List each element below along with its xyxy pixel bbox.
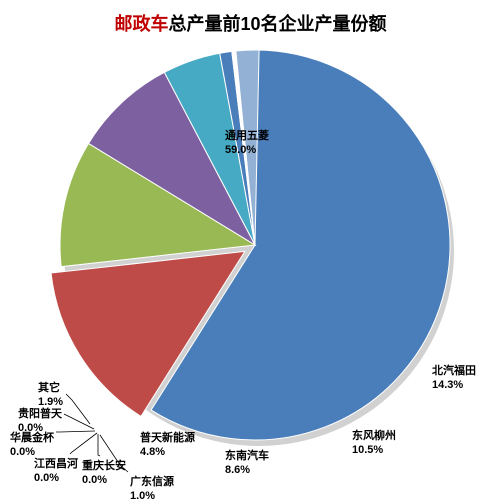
slice-label-name: 广东信源 <box>130 476 174 490</box>
slice-label-name: 通用五菱 <box>225 130 269 144</box>
slice-label-name: 重庆长安 <box>82 460 126 474</box>
slice-label-value: 0.0% <box>18 422 62 436</box>
slice-label-name: 东风柳州 <box>352 430 396 444</box>
slice-label-value: 0.0% <box>34 472 78 486</box>
slice-label-value: 10.5% <box>352 444 396 458</box>
slice-label-name: 贵阳普天 <box>18 408 62 422</box>
chart-container: 邮政车总产量前10名企业产量份额 通用五菱59.0%北汽福田14.3%东风柳州1… <box>0 0 501 503</box>
slice-label: 东风柳州10.5% <box>352 430 396 458</box>
slice-label-name: 东南汽车 <box>225 450 269 464</box>
leader-line <box>64 414 94 429</box>
slice-label-name: 北汽福田 <box>432 365 476 379</box>
slice-label: 其它1.9% <box>38 382 63 410</box>
slice-label-value: 0.0% <box>10 446 54 460</box>
slice-label: 华晨金杯0.0% <box>10 432 54 460</box>
leader-line <box>70 433 97 454</box>
slice-label-value: 59.0% <box>225 144 269 158</box>
leader-line <box>66 394 90 424</box>
slice-label: 广东信源1.0% <box>130 476 174 503</box>
slice-label-value: 0.0% <box>82 474 126 488</box>
slice-label: 普天新能源4.8% <box>140 432 195 460</box>
slice-label-name: 普天新能源 <box>140 432 195 446</box>
leader-line <box>98 434 100 456</box>
slice-label: 贵阳普天0.0% <box>18 408 62 436</box>
slice-label: 通用五菱59.0% <box>225 130 269 158</box>
slice-label: 东南汽车8.6% <box>225 450 269 478</box>
slice-label-value: 1.0% <box>130 490 174 503</box>
slice-label-value: 1.9% <box>38 396 63 410</box>
slice-label: 江西昌河0.0% <box>34 458 78 486</box>
slice-label-name: 江西昌河 <box>34 458 78 472</box>
slice-label-name: 其它 <box>38 382 63 396</box>
slice-label-value: 4.8% <box>140 446 195 460</box>
slice-label-value: 8.6% <box>225 464 269 478</box>
slice-label-value: 14.3% <box>432 379 476 393</box>
slice-label: 重庆长安0.0% <box>82 460 126 488</box>
slice-label: 北汽福田14.3% <box>432 365 476 393</box>
pie-chart <box>0 0 501 503</box>
